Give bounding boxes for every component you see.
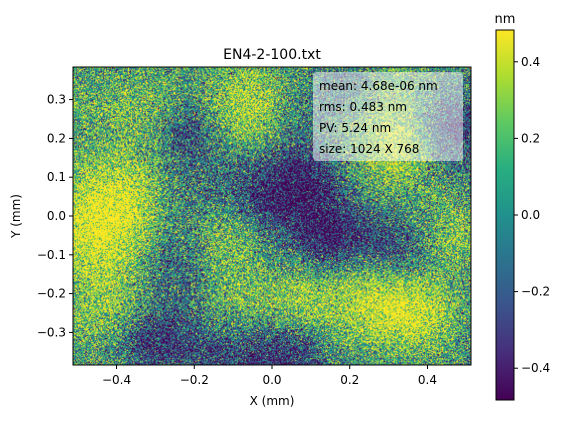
x-tick-label: −0.4: [102, 373, 131, 387]
y-tick-label: −0.3: [37, 325, 66, 339]
colorbar: [495, 29, 515, 401]
y-tick-label: 0.3: [47, 93, 66, 107]
stats-size: size: 1024 X 768: [319, 142, 419, 156]
colorbar-label: nm: [495, 12, 516, 27]
stats-pv: PV: 5.24 nm: [319, 121, 391, 135]
stats-rms: rms: 0.483 nm: [319, 100, 407, 114]
chart-title: EN4-2-100.txt: [223, 47, 321, 63]
x-axis-label: X (mm): [250, 394, 295, 408]
stats-box: mean: 4.68e-06 nm rms: 0.483 nm PV: 5.24…: [313, 72, 463, 161]
y-tick-label: −0.1: [37, 248, 66, 262]
colorbar-tick-label: −0.4: [521, 361, 550, 375]
y-axis-label: Y (mm): [9, 194, 23, 239]
y-axis-ticks: 0.3 0.2 0.1 0.0 −0.1 −0.2 −0.3: [37, 93, 73, 339]
stats-mean: mean: 4.68e-06 nm: [319, 79, 438, 93]
x-tick-label: 0.4: [418, 373, 437, 387]
colorbar-tick-label: −0.2: [521, 285, 550, 299]
y-tick-label: −0.2: [37, 287, 66, 301]
colorbar-ticks: 0.4 0.2 0.0 −0.2 −0.4: [514, 55, 550, 375]
colorbar-tick-label: 0.0: [521, 208, 540, 222]
x-axis-ticks: −0.4 −0.2 0.0 0.2 0.4: [102, 365, 437, 387]
y-tick-label: 0.1: [47, 170, 66, 184]
y-tick-label: 0.0: [47, 209, 66, 223]
colorbar-tick-label: 0.2: [521, 131, 540, 145]
y-tick-label: 0.2: [47, 131, 66, 145]
x-tick-label: −0.2: [180, 373, 209, 387]
x-tick-label: 0.2: [340, 373, 359, 387]
x-tick-label: 0.0: [262, 373, 281, 387]
stats-box-background: [313, 72, 463, 161]
colorbar-tick-label: 0.4: [521, 55, 540, 69]
